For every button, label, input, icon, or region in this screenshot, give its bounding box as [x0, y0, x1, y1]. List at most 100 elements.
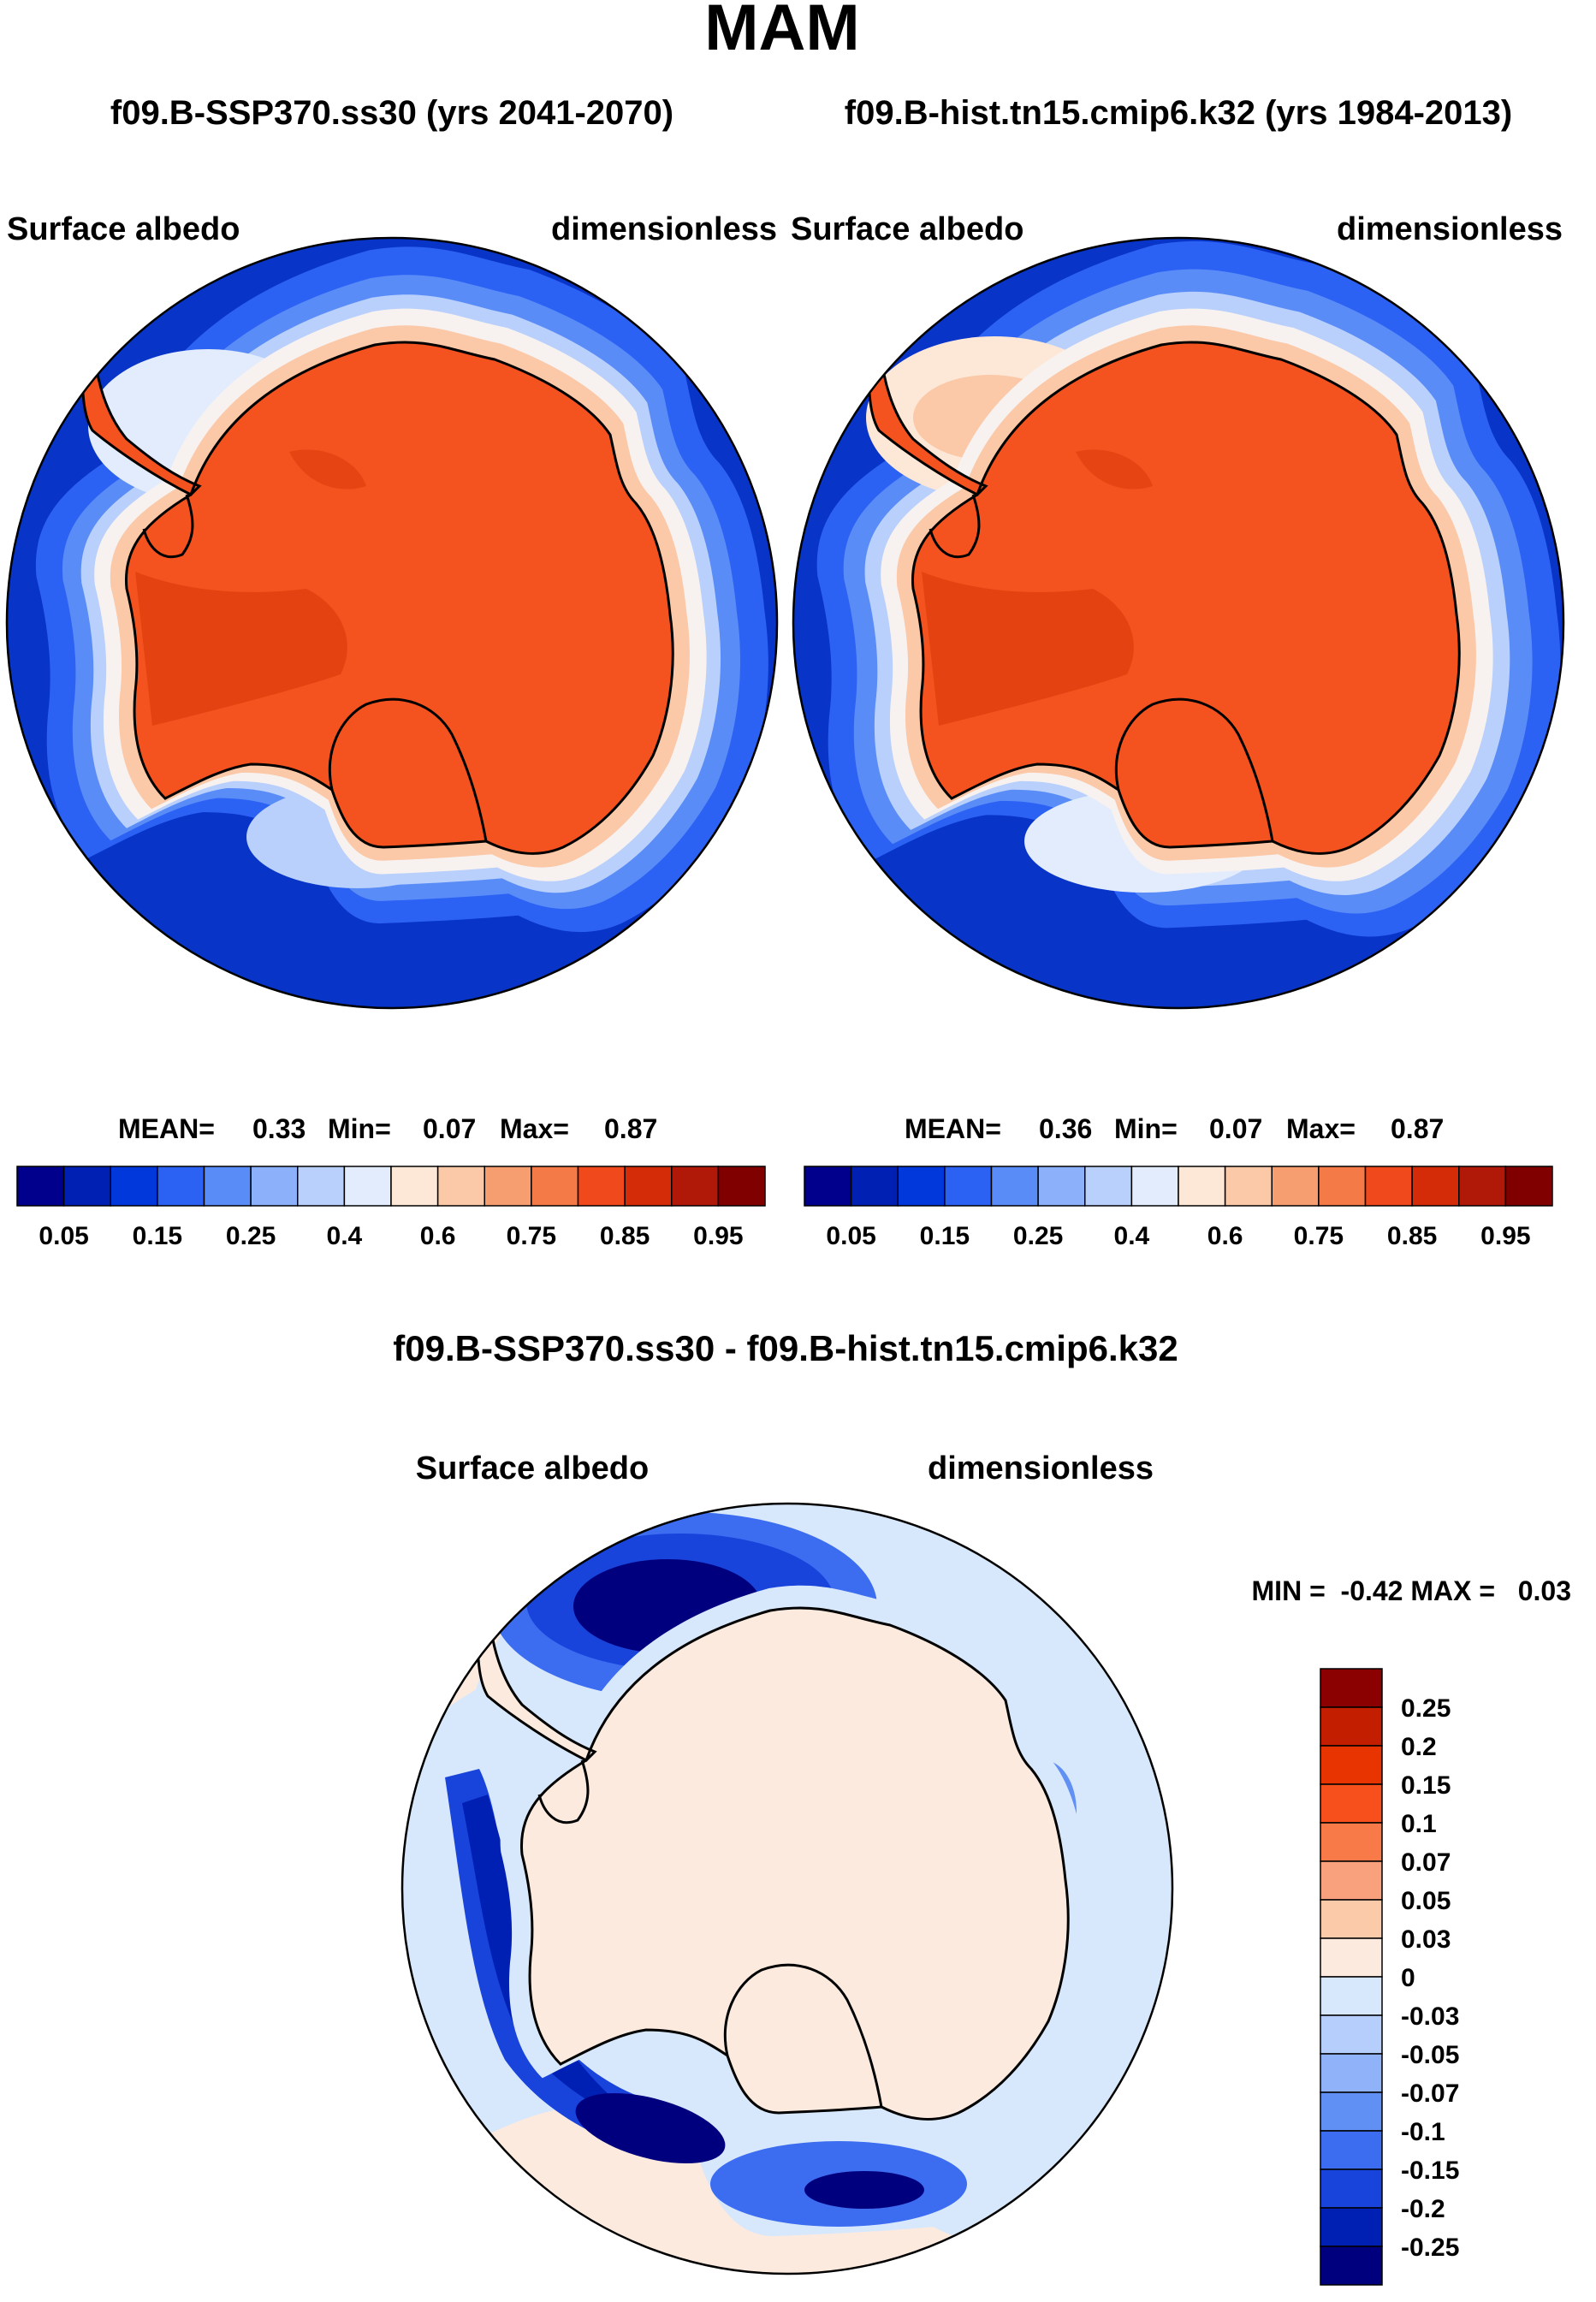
colorbar-swatch	[990, 1166, 1039, 1207]
panel-difference: f09.B-SSP370.ss30 - f09.B-hist.tn15.cmip…	[393, 1328, 1571, 2286]
colorbar-swatch	[1224, 1166, 1273, 1207]
colorbar-tick-label: -0.15	[1401, 2157, 1459, 2185]
colorbar-swatch	[1458, 1166, 1507, 1207]
colorbar-swatch	[110, 1166, 158, 1207]
svg-text:MEAN=: MEAN=	[118, 1113, 215, 1144]
stats-left: MEAN= 0.33 Min= 0.07 Max= 0.87	[118, 1113, 657, 1144]
colorbar-tick-label: -0.05	[1401, 2041, 1459, 2069]
map-border-diff	[400, 1502, 1174, 2275]
svg-text:0.07: 0.07	[423, 1113, 476, 1144]
colorbar-left: 0.05 0.15 0.25 0.4 0.6 0.75 0.85 0.95	[16, 1166, 766, 1250]
colorbar-tick-label: 0.95	[693, 1222, 743, 1250]
colorbar-swatch	[624, 1166, 673, 1207]
svg-text:Min=: Min=	[328, 1113, 391, 1144]
panel-right: Surface albedo dimensionless MEAN=	[791, 211, 1565, 1250]
colorbar-tick-label: 0.75	[507, 1222, 556, 1250]
colorbar-swatch	[850, 1166, 899, 1207]
colorbar-swatch	[343, 1166, 392, 1207]
colorbar-tick-label: -0.1	[1401, 2118, 1445, 2146]
colorbar-swatch	[1320, 2169, 1383, 2209]
units-label-left: dimensionless	[551, 211, 777, 247]
colorbar-swatch	[297, 1166, 346, 1207]
colorbar-tick-label: 0	[1401, 1964, 1415, 1992]
colorbar-swatch	[1037, 1166, 1086, 1207]
colorbar-tick-label: 0.15	[920, 1222, 970, 1250]
variable-label-left: Surface albedo	[7, 211, 240, 247]
colorbar-swatch	[203, 1166, 252, 1207]
case-label-left: f09.B-SSP370.ss30 (yrs 2041-2070)	[110, 94, 673, 132]
colorbar-swatch	[1320, 1899, 1383, 1939]
map-difference	[402, 1504, 1172, 2274]
colorbar-swatch	[390, 1166, 439, 1207]
colorbar-tick-label: 0.6	[1207, 1222, 1243, 1250]
colorbar-tick-label: 0.1	[1401, 1810, 1437, 1838]
colorbar-swatch	[531, 1166, 579, 1207]
colorbar-swatch	[16, 1166, 65, 1207]
panel-left: Surface albedo dimensionless MEAN=	[5, 211, 779, 1250]
colorbar-swatch	[1320, 1937, 1383, 1978]
svg-text:0.87: 0.87	[1391, 1113, 1444, 1144]
colorbar-tick-label: 0.15	[1401, 1771, 1451, 1800]
colorbar-swatch	[897, 1166, 946, 1207]
colorbar-tick-label: 0.15	[133, 1222, 182, 1250]
colorbar-swatch	[62, 1166, 111, 1207]
colorbar-swatch	[1320, 1745, 1383, 1785]
colorbar-swatch	[1320, 2014, 1383, 2055]
colorbar-swatch	[250, 1166, 299, 1207]
colorbar-swatch	[577, 1166, 626, 1207]
colorbar-tick-label: 0.07	[1401, 1848, 1451, 1877]
colorbar-swatch	[1084, 1166, 1133, 1207]
colorbar-tick-label: -0.07	[1401, 2080, 1459, 2108]
svg-text:Min=: Min=	[1114, 1113, 1178, 1144]
colorbar-tick-label: 0.25	[1401, 1694, 1451, 1723]
colorbar-swatch	[1178, 1166, 1226, 1207]
colorbar-right: 0.05 0.15 0.25 0.4 0.6 0.75 0.85 0.95	[804, 1166, 1553, 1250]
svg-text:0.87: 0.87	[604, 1113, 657, 1144]
colorbar-swatch	[1320, 2207, 1383, 2247]
colorbar-swatch	[1320, 2053, 1383, 2093]
svg-text:0.07: 0.07	[1209, 1113, 1262, 1144]
colorbar-tick-label: 0.6	[420, 1222, 456, 1250]
variable-label-diff: Surface albedo	[416, 1451, 649, 1486]
map-right	[793, 238, 1563, 1008]
colorbar-swatch	[157, 1166, 205, 1207]
colorbar-tick-label: 0.2	[1401, 1733, 1437, 1761]
colorbar-swatch	[1320, 1668, 1383, 1708]
map-border-left	[5, 236, 779, 1010]
svg-text:MEAN=: MEAN=	[905, 1113, 1001, 1144]
units-label-diff: dimensionless	[928, 1451, 1154, 1486]
colorbar-tick-label: 0.4	[1114, 1222, 1150, 1250]
colorbar-tick-label: -0.2	[1401, 2195, 1445, 2223]
colorbar-swatch	[717, 1166, 766, 1207]
colorbar-tick-label: 0.85	[600, 1222, 650, 1250]
colorbar-swatch	[1320, 1706, 1383, 1747]
colorbar-swatch	[1320, 2091, 1383, 2132]
colorbar-tick-label: 0.03	[1401, 1925, 1451, 1954]
colorbar-tick-label: 0.25	[226, 1222, 276, 1250]
colorbar-swatch	[484, 1166, 532, 1207]
colorbar-tick-label: 0.05	[39, 1222, 88, 1250]
svg-text:0.33: 0.33	[252, 1113, 306, 1144]
colorbar-swatch	[1318, 1166, 1367, 1207]
colorbar-tick-label: 0.4	[327, 1222, 363, 1250]
colorbar-tick-label: 0.95	[1480, 1222, 1530, 1250]
colorbar-tick-label: 0.75	[1294, 1222, 1344, 1250]
colorbar-swatch	[1320, 2246, 1383, 2286]
svg-text:0.36: 0.36	[1039, 1113, 1092, 1144]
colorbar-swatch	[1320, 2130, 1383, 2170]
diff-minmax: MIN = -0.42 MAX = 0.03	[1252, 1575, 1571, 1606]
colorbar-swatch	[1271, 1166, 1320, 1207]
colorbar-swatch	[1364, 1166, 1413, 1207]
stats-right: MEAN= 0.36 Min= 0.07 Max= 0.87	[905, 1113, 1444, 1144]
colorbar-difference: 0.25 0.2 0.15 0.1 0.07 0.05 0.03 0 -0.03 -0.05 -0.…	[1320, 1668, 1459, 2286]
colorbar-swatch	[1504, 1166, 1553, 1207]
svg-text:Max=: Max=	[1286, 1113, 1356, 1144]
colorbar-swatch	[944, 1166, 993, 1207]
colorbar-swatch	[436, 1166, 485, 1207]
colorbar-swatch	[1320, 1783, 1383, 1824]
map-border-right	[792, 236, 1565, 1010]
svg-text:Max=: Max=	[500, 1113, 569, 1144]
colorbar-swatch	[671, 1166, 720, 1207]
colorbar-tick-label: 0.05	[826, 1222, 875, 1250]
